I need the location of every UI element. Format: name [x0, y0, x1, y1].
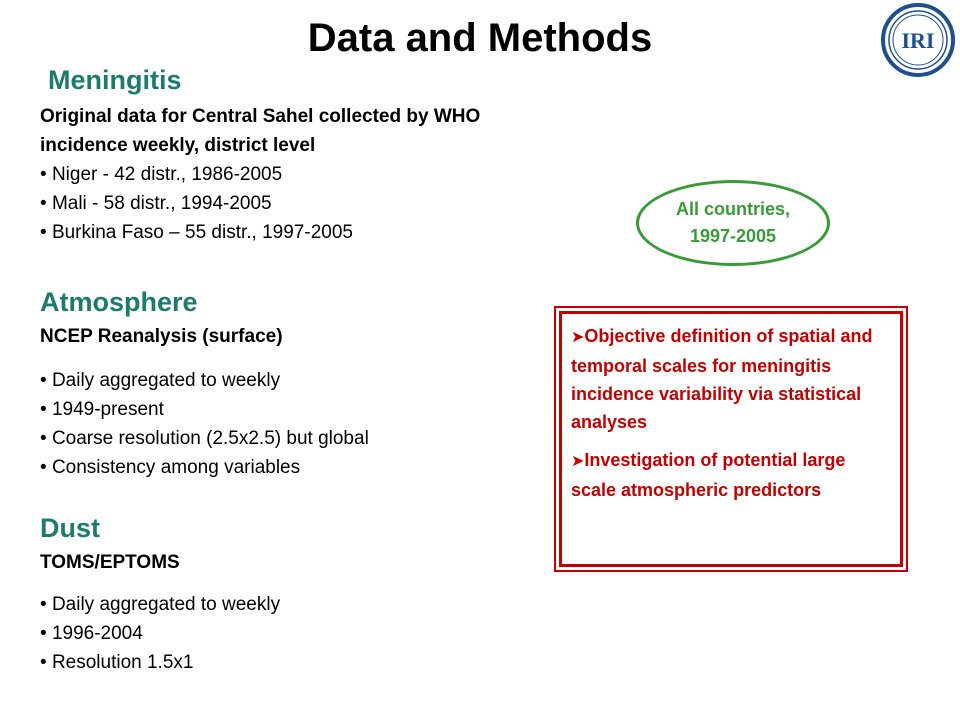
dust-heading: Dust [40, 513, 100, 543]
list-item: Niger - 42 distr., 1986-2005 [40, 160, 353, 189]
meningitis-subtitle-1: Original data for Central Sahel collecte… [40, 106, 481, 127]
logo-text: IRI [901, 28, 934, 53]
all-countries-oval: All countries, 1997-2005 [636, 180, 830, 266]
list-item: Consistency among variables [40, 453, 369, 482]
atmosphere-list: Daily aggregated to weekly 1949-present … [40, 366, 369, 482]
meningitis-list: Niger - 42 distr., 1986-2005 Mali - 58 d… [40, 160, 353, 247]
atmosphere-heading: Atmosphere [40, 287, 198, 317]
list-item: Mali - 58 distr., 1994-2005 [40, 189, 353, 218]
iri-logo: IRI [881, 3, 955, 77]
list-item: Burkina Faso – 55 distr., 1997-2005 [40, 218, 353, 247]
oval-line-2: 1997-2005 [689, 226, 777, 246]
list-item: 1996-2004 [40, 619, 280, 648]
objective-item: ➤Objective definition of spatial and tem… [571, 326, 873, 432]
page-title: Data and Methods [307, 16, 653, 60]
meningitis-subtitle-2: incidence weekly, district level [40, 135, 316, 156]
arrow-bullet-icon: ➤ [571, 329, 585, 346]
dust-subtitle: TOMS/EPTOMS [40, 552, 180, 573]
list-item: 1949-present [40, 395, 369, 424]
list-item: Daily aggregated to weekly [40, 366, 369, 395]
arrow-bullet-icon: ➤ [571, 453, 585, 470]
meningitis-heading: Meningitis [48, 65, 182, 95]
list-item: Coarse resolution (2.5x2.5) but global [40, 424, 369, 453]
oval-line-1: All countries, [675, 199, 791, 219]
objectives-box: ➤Objective definition of spatial and tem… [554, 306, 908, 572]
list-item: Daily aggregated to weekly [40, 590, 280, 619]
atmosphere-subtitle: NCEP Reanalysis (surface) [40, 326, 283, 347]
objective-item: ➤Investigation of potential large scale … [571, 450, 846, 500]
list-item: Resolution 1.5x1 [40, 648, 280, 677]
dust-list: Daily aggregated to weekly 1996-2004 Res… [40, 590, 280, 677]
